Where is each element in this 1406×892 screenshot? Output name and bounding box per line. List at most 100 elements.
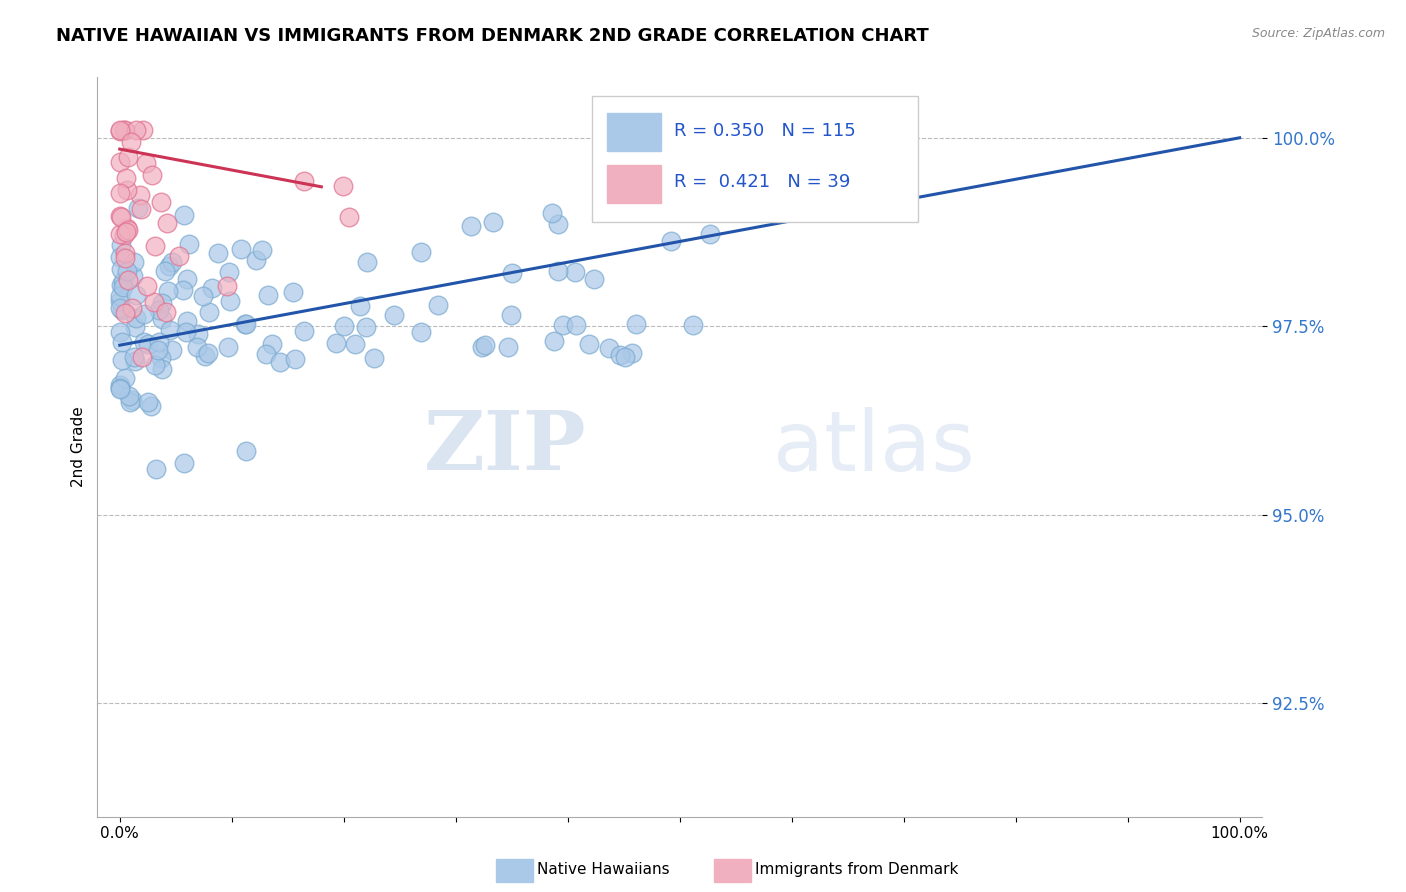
- FancyBboxPatch shape: [592, 96, 918, 221]
- Point: [112, 123, 135, 137]
- Point: [149, 351, 172, 365]
- Point: [499, 308, 522, 322]
- Point: [118, 389, 141, 403]
- Point: [174, 326, 197, 340]
- Point: [125, 123, 148, 137]
- Point: [564, 265, 586, 279]
- Point: [207, 246, 229, 260]
- Point: [496, 340, 519, 354]
- Point: [146, 343, 169, 357]
- Point: [110, 124, 132, 138]
- Point: [134, 307, 156, 321]
- Point: [121, 268, 143, 283]
- Point: [363, 351, 385, 365]
- Point: [112, 228, 135, 243]
- Point: [108, 186, 131, 201]
- Point: [148, 335, 170, 350]
- Point: [143, 358, 166, 372]
- Point: [284, 352, 307, 367]
- Point: [292, 325, 315, 339]
- Point: [333, 319, 356, 334]
- Text: Native Hawaiians: Native Hawaiians: [537, 863, 669, 877]
- Point: [131, 202, 153, 217]
- Point: [111, 335, 134, 350]
- Point: [582, 272, 605, 286]
- Point: [235, 444, 257, 458]
- Point: [108, 293, 131, 308]
- Point: [132, 335, 155, 350]
- Point: [108, 301, 131, 315]
- Point: [143, 239, 166, 253]
- Point: [229, 242, 252, 256]
- Point: [108, 289, 131, 303]
- Point: [111, 303, 134, 318]
- Text: R =  0.421   N = 39: R = 0.421 N = 39: [673, 173, 851, 192]
- Point: [613, 350, 636, 364]
- Point: [145, 462, 167, 476]
- Point: [112, 274, 135, 288]
- Point: [117, 264, 139, 278]
- Point: [108, 209, 131, 223]
- Point: [269, 355, 291, 369]
- Point: [186, 340, 208, 354]
- Point: [111, 352, 134, 367]
- Point: [187, 327, 209, 342]
- Point: [120, 135, 142, 149]
- Text: Immigrants from Denmark: Immigrants from Denmark: [755, 863, 959, 877]
- Point: [127, 201, 149, 215]
- Point: [110, 211, 132, 225]
- Point: [148, 302, 170, 317]
- Point: [150, 312, 173, 326]
- Text: NATIVE HAWAIIAN VS IMMIGRANTS FROM DENMARK 2ND GRADE CORRELATION CHART: NATIVE HAWAIIAN VS IMMIGRANTS FROM DENMA…: [56, 27, 929, 45]
- Point: [114, 246, 136, 260]
- Point: [699, 227, 721, 241]
- Point: [157, 259, 180, 273]
- Point: [543, 334, 565, 348]
- Point: [114, 123, 136, 137]
- Point: [162, 343, 184, 357]
- Point: [411, 325, 433, 339]
- Point: [117, 150, 139, 164]
- Point: [460, 219, 482, 233]
- Point: [198, 305, 221, 319]
- Point: [108, 227, 131, 242]
- Point: [150, 295, 173, 310]
- Point: [108, 382, 131, 396]
- Point: [553, 318, 575, 332]
- Point: [411, 245, 433, 260]
- Point: [257, 288, 280, 302]
- Point: [125, 287, 148, 301]
- Text: atlas: atlas: [773, 407, 974, 488]
- Text: Source: ZipAtlas.com: Source: ZipAtlas.com: [1251, 27, 1385, 40]
- Point: [218, 265, 240, 279]
- Point: [426, 297, 449, 311]
- Point: [547, 263, 569, 277]
- Point: [132, 123, 155, 137]
- Point: [150, 195, 173, 210]
- Point: [108, 250, 131, 264]
- Point: [194, 349, 217, 363]
- Point: [152, 362, 174, 376]
- Point: [159, 323, 181, 337]
- Point: [114, 306, 136, 320]
- Point: [201, 281, 224, 295]
- Point: [110, 262, 132, 277]
- Point: [162, 254, 184, 268]
- Point: [598, 341, 620, 355]
- Point: [110, 277, 132, 292]
- Point: [124, 350, 146, 364]
- Point: [108, 378, 131, 392]
- Point: [176, 313, 198, 327]
- Point: [217, 340, 239, 354]
- Point: [354, 320, 377, 334]
- Point: [547, 218, 569, 232]
- Point: [117, 183, 139, 197]
- Point: [167, 249, 190, 263]
- Point: [179, 237, 201, 252]
- Point: [471, 340, 494, 354]
- Point: [193, 289, 215, 303]
- Point: [124, 354, 146, 368]
- Point: [262, 337, 284, 351]
- Point: [143, 295, 166, 310]
- Point: [135, 156, 157, 170]
